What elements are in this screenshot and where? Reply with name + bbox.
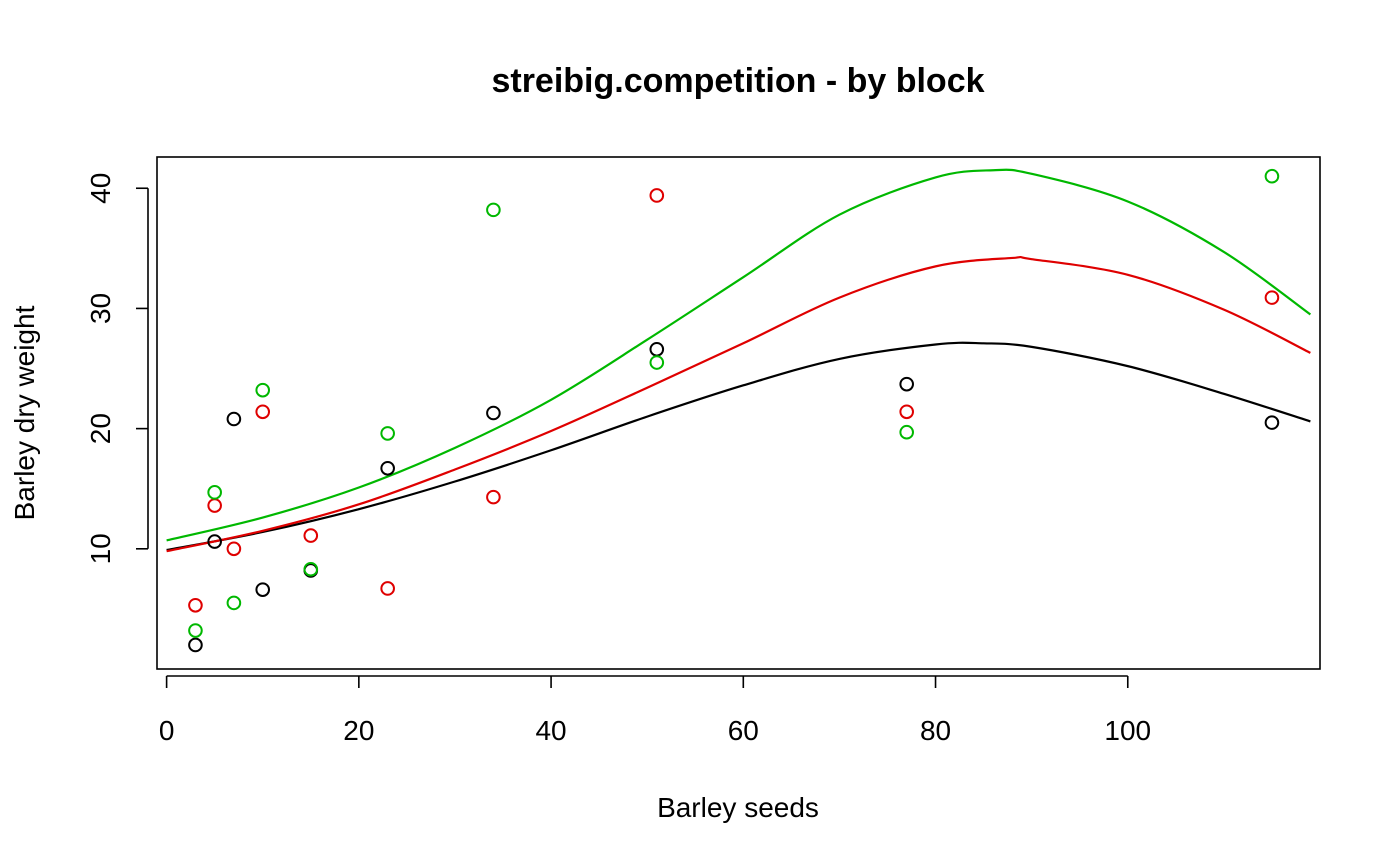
chart-title: streibig.competition - by block bbox=[491, 62, 984, 100]
data-point-2 bbox=[188, 623, 203, 638]
data-point-2 bbox=[255, 382, 271, 398]
x-tick-label: 20 bbox=[343, 715, 374, 746]
plot-frame bbox=[156, 156, 1321, 670]
data-point-0 bbox=[649, 342, 665, 357]
y-tick-label: 20 bbox=[85, 413, 116, 444]
x-tick-label: 100 bbox=[1104, 715, 1151, 746]
data-point-0 bbox=[486, 405, 501, 421]
data-point-1 bbox=[1264, 290, 1280, 305]
fit-curve-0 bbox=[166, 341, 1311, 552]
data-point-1 bbox=[226, 541, 242, 557]
x-axis: 0 20 40 60 80 100 bbox=[159, 675, 1151, 746]
data-points bbox=[188, 168, 1280, 653]
data-point-1 bbox=[255, 404, 271, 420]
x-tick-label: 0 bbox=[159, 715, 175, 746]
data-point-2 bbox=[899, 424, 915, 440]
data-point-1 bbox=[649, 188, 665, 203]
data-point-2 bbox=[1264, 168, 1280, 184]
data-point-2 bbox=[486, 202, 501, 218]
data-point-1 bbox=[486, 489, 501, 505]
data-point-0 bbox=[255, 582, 271, 597]
y-tick-label: 10 bbox=[85, 533, 116, 564]
data-point-0 bbox=[380, 460, 395, 476]
x-tick-label: 80 bbox=[920, 715, 951, 746]
data-point-1 bbox=[207, 498, 222, 513]
data-point-1 bbox=[303, 528, 319, 543]
y-tick-label: 30 bbox=[85, 293, 116, 324]
data-point-0 bbox=[188, 637, 203, 653]
data-point-2 bbox=[226, 595, 242, 611]
x-axis-label: Barley seeds bbox=[657, 792, 819, 823]
x-tick-label: 60 bbox=[728, 715, 759, 746]
data-point-0 bbox=[226, 411, 242, 427]
data-point-0 bbox=[1264, 415, 1280, 430]
data-point-1 bbox=[188, 598, 203, 613]
data-point-1 bbox=[380, 581, 395, 596]
y-axis-label: Barley dry weight bbox=[9, 305, 40, 520]
y-tick-label: 40 bbox=[85, 173, 116, 204]
data-point-2 bbox=[649, 355, 665, 370]
data-point-2 bbox=[207, 485, 222, 500]
data-point-0 bbox=[899, 376, 915, 392]
fit-curves bbox=[166, 168, 1312, 553]
data-point-0 bbox=[207, 534, 222, 549]
fit-curve-1 bbox=[166, 255, 1311, 553]
fit-curve-2 bbox=[166, 168, 1312, 542]
y-axis: 10 20 30 40 bbox=[85, 173, 149, 564]
data-point-2 bbox=[303, 561, 319, 577]
x-tick-label: 40 bbox=[535, 715, 566, 746]
data-point-2 bbox=[380, 426, 395, 441]
data-point-1 bbox=[899, 404, 915, 420]
